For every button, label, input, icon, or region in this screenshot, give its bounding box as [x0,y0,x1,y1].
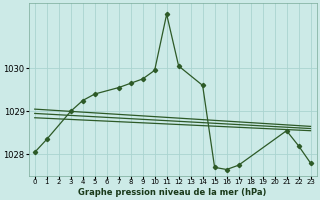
X-axis label: Graphe pression niveau de la mer (hPa): Graphe pression niveau de la mer (hPa) [78,188,267,197]
